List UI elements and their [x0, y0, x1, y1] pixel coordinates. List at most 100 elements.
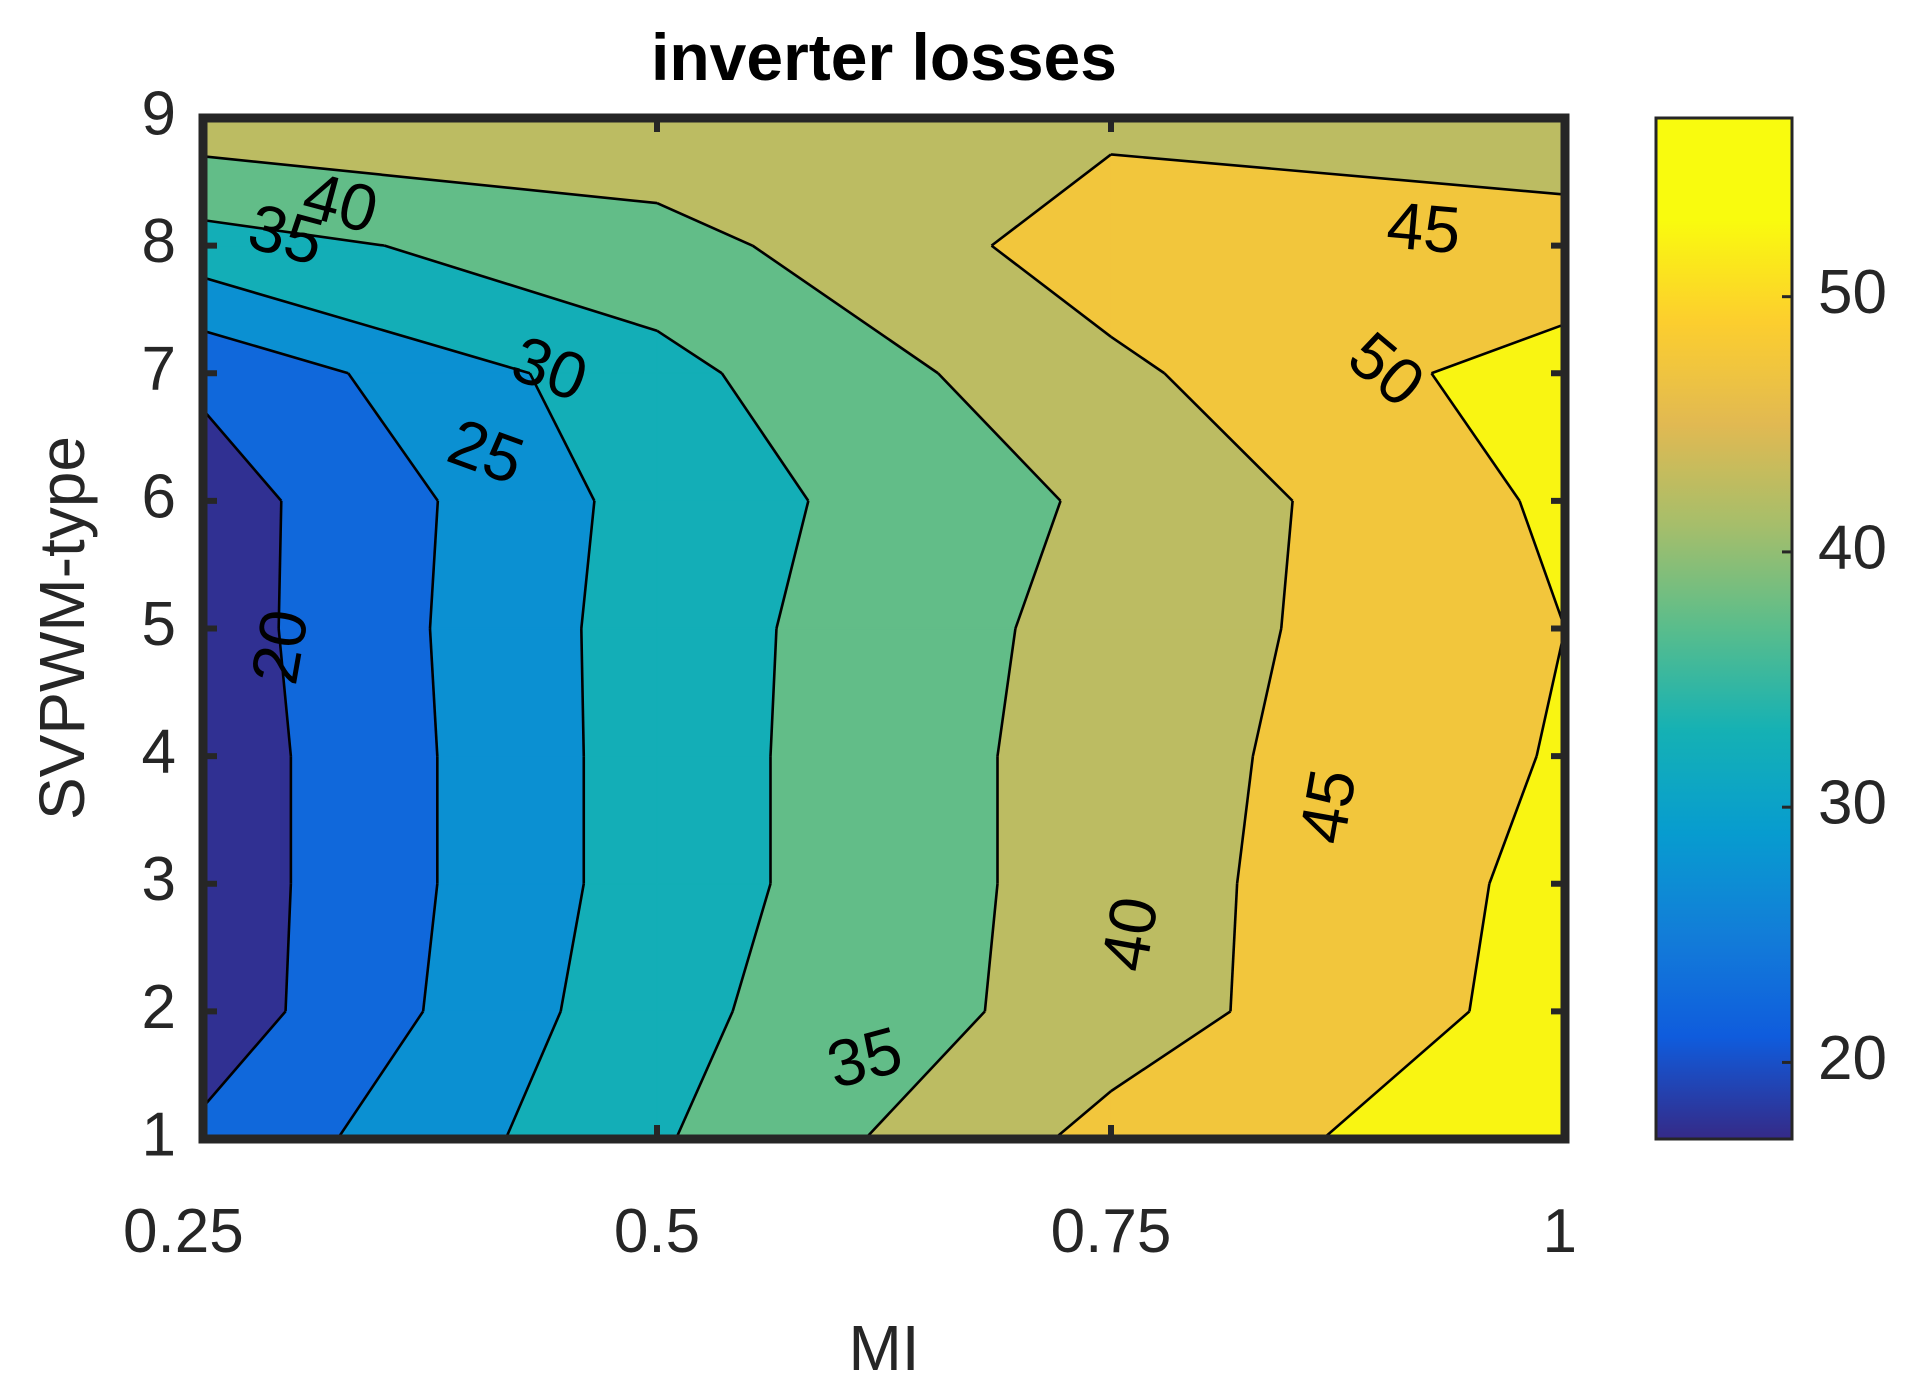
contour-band [1110, 153, 1565, 247]
contour-line [1535, 628, 1565, 757]
contour-band [1236, 755, 1538, 885]
contour-line [421, 883, 439, 1012]
y-tick-label: 5 [142, 590, 176, 659]
contour-line [277, 500, 283, 629]
contour-line [864, 1010, 986, 1139]
y-tick-label: 6 [142, 462, 176, 531]
y-tick-label: 2 [142, 973, 176, 1042]
contour-line [203, 276, 531, 375]
contour-line [1110, 153, 1565, 196]
y-tick-label: 8 [142, 207, 176, 276]
contour-band [583, 755, 658, 885]
contour-band [203, 883, 292, 1012]
contour-band [1110, 627, 1282, 757]
contour-line [769, 628, 778, 757]
x-tick-label: 0.25 [123, 1197, 244, 1266]
contour-band [769, 627, 1017, 757]
contour-fills [203, 118, 1565, 1139]
colorbar-axis: 20 30 40 50 [1782, 258, 1887, 1093]
contour-line [504, 1010, 562, 1139]
y-tick-label: 9 [142, 79, 176, 148]
contour-line [731, 883, 772, 1012]
colorbar [1654, 116, 1794, 1141]
contour-line [1235, 755, 1255, 884]
x-tick-label: 0.5 [614, 1197, 700, 1266]
contour-band [656, 755, 772, 885]
contour-band [775, 500, 1062, 630]
contour-line [580, 628, 586, 757]
contour-line [277, 628, 293, 757]
contour-band [996, 627, 1112, 757]
colorbar-tick-label: 20 [1818, 1024, 1887, 1093]
contour-band [731, 883, 999, 1012]
contour-label: 40 [1086, 891, 1172, 976]
colorbar-tick-label: 30 [1818, 769, 1887, 838]
contour-line [1110, 335, 1166, 375]
contour-band [1110, 500, 1294, 630]
contour-line [1229, 883, 1239, 1012]
colorbar-tick-label: 50 [1818, 258, 1887, 327]
contour-band [429, 500, 596, 630]
contour-line [1279, 500, 1294, 629]
contour-line [1053, 1090, 1112, 1139]
contour-band [436, 755, 585, 885]
contour-line [284, 883, 293, 1012]
contour-line [1430, 372, 1521, 502]
y-tick-label: 1 [142, 1100, 176, 1169]
contour-line [428, 500, 440, 629]
contour-line [1014, 500, 1062, 629]
contour-line [720, 372, 810, 502]
contour-band [203, 755, 292, 885]
contour-band [290, 755, 438, 885]
contour-line [347, 372, 439, 502]
contour-line [528, 372, 596, 502]
x-tick-label: 0.75 [1051, 1197, 1172, 1266]
contour-line [336, 1010, 425, 1139]
contour-line [1322, 1010, 1471, 1139]
contour-band [429, 627, 585, 757]
contour-line [1431, 322, 1565, 375]
contour-band [284, 883, 438, 1012]
contour-lines [203, 153, 1565, 1139]
contour-line [1518, 500, 1565, 629]
contour-band [580, 627, 658, 757]
contour-line [203, 154, 658, 205]
contour-line [1251, 628, 1283, 757]
contour-band [278, 500, 439, 630]
colorbar-tick-label: 40 [1818, 513, 1887, 582]
contour-band [1280, 500, 1565, 630]
contour-line [983, 883, 999, 1012]
contour-line [203, 329, 349, 375]
contour-line [580, 500, 596, 629]
contour-band [1252, 627, 1565, 757]
x-axis-label: MI [848, 1312, 919, 1384]
contour-line [203, 408, 283, 502]
y-tick-label: 7 [142, 335, 176, 404]
contour-band [422, 883, 585, 1012]
y-tick-label: 4 [142, 718, 176, 787]
contour-line [674, 1010, 734, 1139]
contour-band [996, 755, 1112, 885]
contour-line [384, 244, 658, 332]
contour-line [1488, 755, 1538, 885]
contour-line [1110, 1010, 1232, 1093]
contour-label: 20 [236, 604, 322, 689]
contour-line [656, 329, 723, 375]
contour-line [990, 244, 1112, 338]
contour-line [990, 153, 1112, 247]
contour-line [937, 372, 1062, 502]
contour-band [656, 627, 778, 757]
y-axis-label: SVPWM-type [26, 436, 98, 820]
contour-line [996, 628, 1017, 757]
contour-line [203, 1010, 287, 1108]
chart-title: inverter losses [651, 20, 1117, 94]
contour-line [1468, 883, 1491, 1012]
contour-band [769, 755, 999, 885]
contour-line [775, 500, 810, 629]
contour-band [1110, 755, 1254, 885]
contour-line [203, 218, 385, 247]
contour-line [1163, 372, 1294, 502]
